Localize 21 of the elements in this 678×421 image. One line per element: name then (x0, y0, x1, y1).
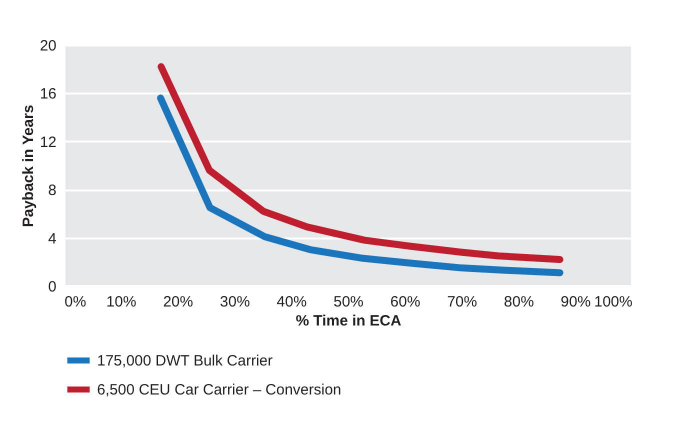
legend-label: 6,500 CEU Car Carrier – Conversion (97, 382, 342, 398)
y-tick-label: 0 (48, 278, 56, 296)
x-tick-label: 30% (220, 294, 250, 310)
x-tick-label: 80% (504, 294, 534, 310)
y-tick-label: 4 (48, 230, 56, 248)
x-tick-label: 10% (106, 294, 136, 310)
x-tick-label: 70% (447, 294, 478, 310)
x-tick-label: 90% (560, 294, 591, 310)
x-tick-label: 50% (333, 294, 364, 310)
y-tick-label: 8 (48, 182, 56, 200)
x-tick-label: 40% (276, 294, 307, 310)
y-tick-label: 20 (40, 38, 56, 54)
y-tick-label: 16 (40, 86, 56, 103)
legend-label: 175,000 DWT Bulk Carrier (97, 352, 273, 370)
x-axis-title: % Time in ECA (296, 312, 402, 330)
y-tick-label: 12 (40, 134, 56, 151)
x-tick-label: 100% (594, 294, 632, 310)
x-tick-label: 0% (64, 294, 86, 310)
y-axis-title: Payback in Years (20, 104, 37, 228)
x-tick-label: 20% (163, 294, 194, 310)
x-tick-label: 60% (390, 294, 420, 310)
